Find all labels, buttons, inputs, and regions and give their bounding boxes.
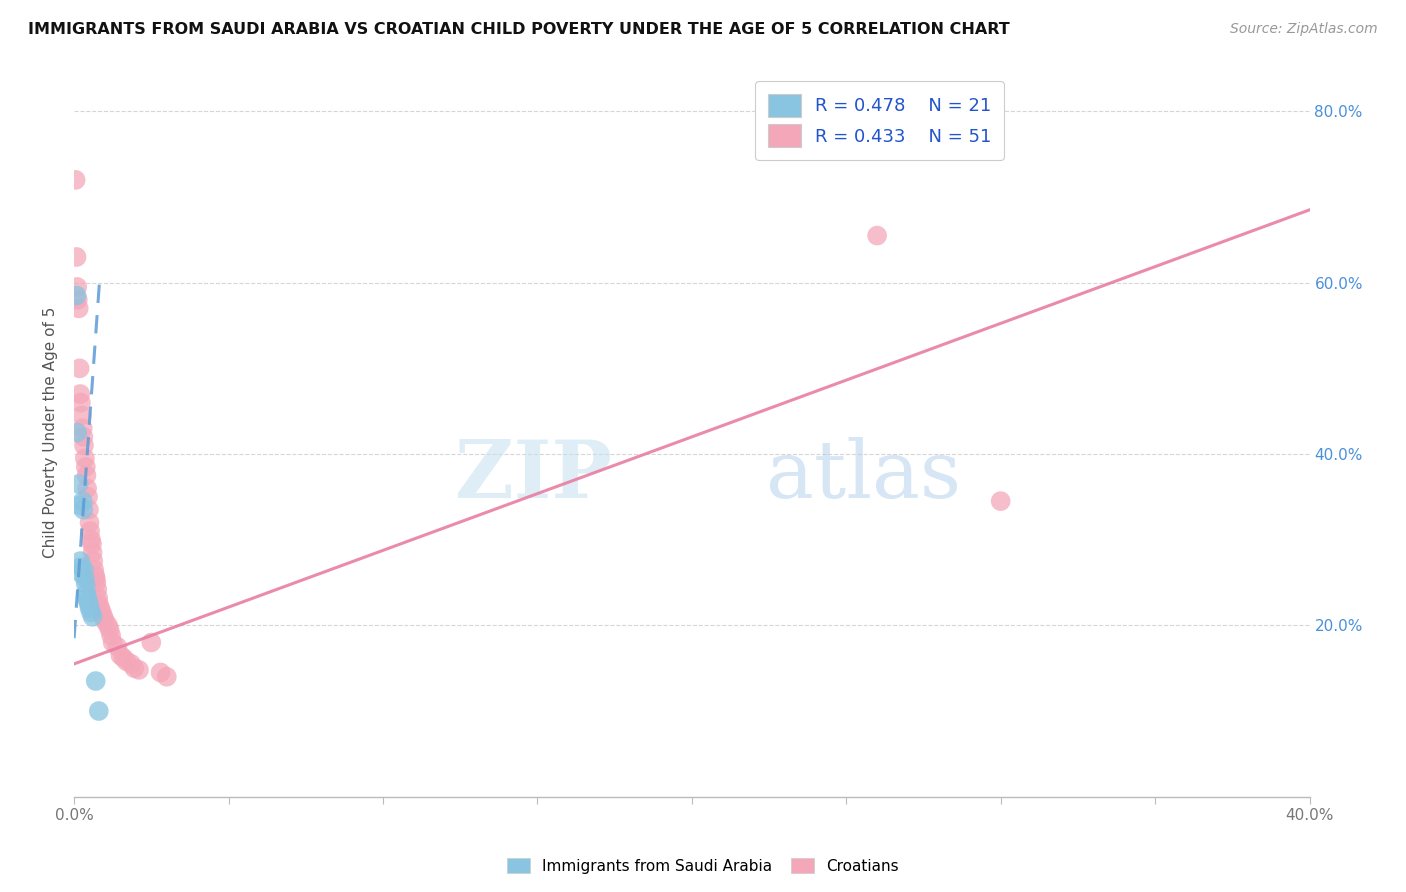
Point	[84, 571, 107, 585]
Point	[72, 494, 94, 508]
Point	[89, 601, 111, 615]
Point	[93, 609, 115, 624]
Text: Source: ZipAtlas.com: Source: ZipAtlas.com	[1230, 22, 1378, 37]
Point	[866, 228, 889, 243]
Point	[73, 571, 96, 585]
Point	[80, 537, 103, 551]
Point	[69, 554, 91, 568]
Point	[77, 594, 100, 608]
Point	[70, 566, 93, 581]
Point	[73, 438, 96, 452]
Point	[75, 586, 97, 600]
Point	[82, 545, 104, 559]
Point	[77, 597, 100, 611]
Point	[94, 614, 117, 628]
Point	[72, 421, 94, 435]
Point	[73, 563, 96, 577]
Point	[76, 591, 98, 605]
Point	[70, 409, 93, 423]
Point	[86, 575, 108, 590]
Point	[124, 661, 146, 675]
Point	[82, 554, 104, 568]
Point	[79, 516, 101, 530]
Point	[65, 173, 87, 187]
Text: IMMIGRANTS FROM SAUDI ARABIA VS CROATIAN CHILD POVERTY UNDER THE AGE OF 5 CORREL: IMMIGRANTS FROM SAUDI ARABIA VS CROATIAN…	[28, 22, 1010, 37]
Point	[70, 560, 93, 574]
Point	[67, 301, 90, 316]
Text: ZIP: ZIP	[454, 437, 612, 516]
Point	[115, 654, 138, 668]
Point	[110, 648, 132, 663]
Point	[98, 623, 121, 637]
Point	[101, 635, 124, 649]
Point	[79, 524, 101, 538]
Point	[990, 494, 1012, 508]
Point	[87, 704, 110, 718]
Point	[80, 606, 103, 620]
Point	[90, 606, 112, 620]
Point	[80, 533, 103, 547]
Point	[82, 609, 104, 624]
Point	[73, 451, 96, 466]
Point	[112, 651, 135, 665]
Point	[84, 673, 107, 688]
Point	[97, 618, 120, 632]
Point	[100, 629, 122, 643]
Point	[105, 640, 128, 654]
Point	[75, 577, 97, 591]
Point	[66, 280, 89, 294]
Point	[75, 459, 97, 474]
Point	[67, 477, 90, 491]
Point	[75, 468, 97, 483]
Legend: R = 0.478    N = 21, R = 0.433    N = 51: R = 0.478 N = 21, R = 0.433 N = 51	[755, 81, 1004, 160]
Point	[72, 502, 94, 516]
Point	[65, 288, 87, 302]
Point	[87, 597, 110, 611]
Point	[141, 635, 163, 649]
Point	[69, 361, 91, 376]
Point	[76, 481, 98, 495]
Point	[83, 563, 105, 577]
Point	[72, 430, 94, 444]
Point	[66, 293, 89, 307]
Point	[77, 502, 100, 516]
Point	[70, 395, 93, 409]
Text: atlas: atlas	[766, 437, 962, 516]
Point	[69, 387, 91, 401]
Y-axis label: Child Poverty Under the Age of 5: Child Poverty Under the Age of 5	[44, 307, 58, 558]
Point	[120, 657, 142, 671]
Point	[87, 591, 110, 605]
Point	[77, 490, 100, 504]
Legend: Immigrants from Saudi Arabia, Croatians: Immigrants from Saudi Arabia, Croatians	[501, 852, 905, 880]
Point	[66, 425, 89, 440]
Point	[79, 601, 101, 615]
Point	[128, 663, 150, 677]
Point	[69, 499, 91, 513]
Point	[156, 670, 179, 684]
Point	[149, 665, 172, 680]
Point	[84, 568, 107, 582]
Point	[86, 582, 108, 597]
Point	[65, 250, 87, 264]
